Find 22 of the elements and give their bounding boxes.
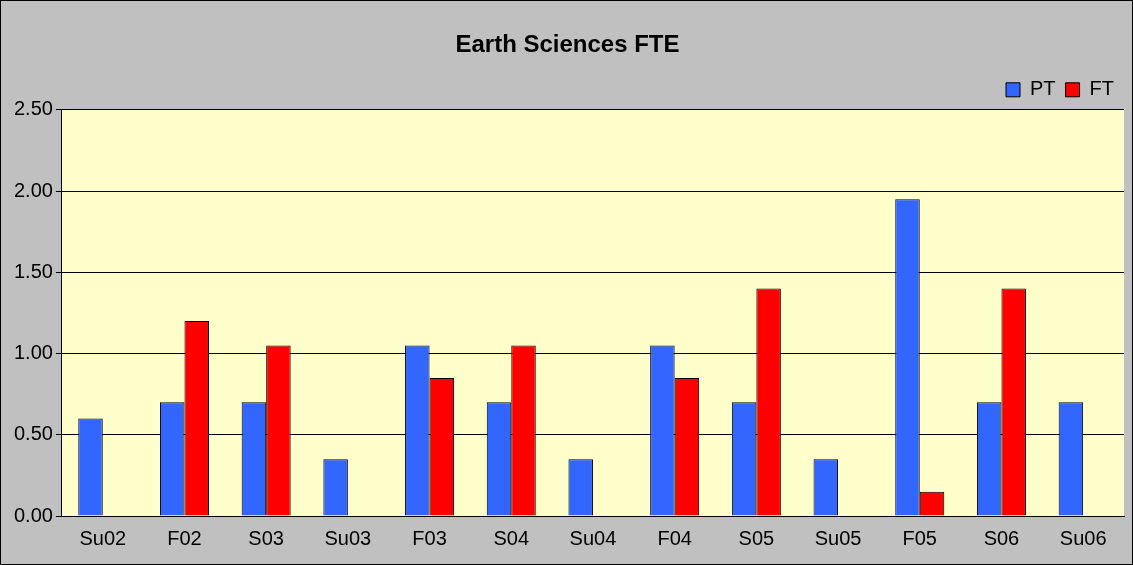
x-tick-label: Su06 xyxy=(1059,526,1107,549)
x-tick-label: F04 xyxy=(657,526,692,549)
x-tick-label: S04 xyxy=(493,526,530,549)
y-tick-label: 1.50 xyxy=(13,259,53,282)
x-tick-label: S03 xyxy=(248,526,284,549)
x-tick-label: S06 xyxy=(983,526,1020,549)
y-tick-label: 1.00 xyxy=(13,341,53,364)
x-tick-label: Su05 xyxy=(814,526,862,549)
x-tick-label: Su04 xyxy=(569,526,617,549)
x-tick-label: F03 xyxy=(412,526,447,549)
y-tick-label: 0.50 xyxy=(13,422,53,445)
x-tick-label: F05 xyxy=(902,526,937,549)
x-tick-label: F02 xyxy=(167,526,202,549)
x-tick-label: S05 xyxy=(738,526,775,549)
y-tick-label: 2.50 xyxy=(13,97,53,120)
legend-label: FT xyxy=(1089,77,1114,100)
y-tick-label: 2.00 xyxy=(13,178,53,201)
y-tick-label: 0.00 xyxy=(13,503,53,526)
x-tick-label: Su02 xyxy=(79,526,127,549)
x-tick-label: Su03 xyxy=(324,526,372,549)
chart-title: Earth Sciences FTE xyxy=(455,30,680,58)
legend-label: PT xyxy=(1030,77,1056,100)
